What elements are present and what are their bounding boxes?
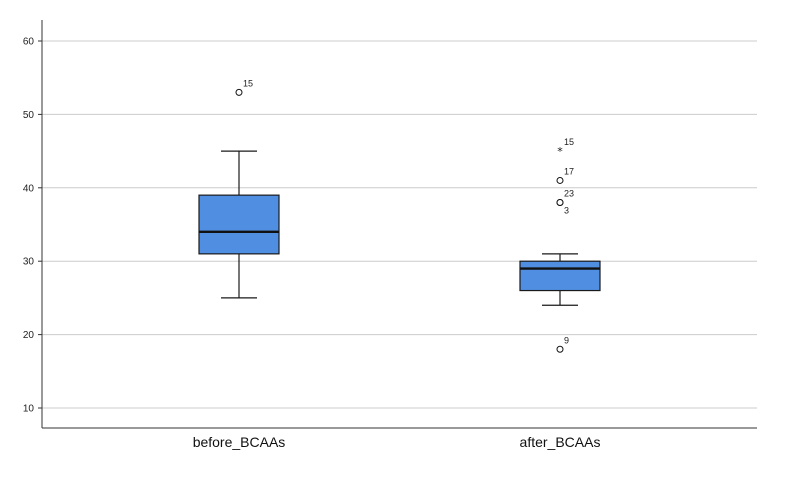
outlier-label: 3 (564, 205, 569, 215)
outlier-marker (556, 345, 564, 353)
outlier-label: 9 (564, 335, 569, 345)
category-labels: before_BCAAs after_BCAAs (193, 434, 601, 450)
extreme-outlier-marker: * (557, 145, 563, 158)
x-category-label: before_BCAAs (193, 434, 286, 450)
iqr-box (519, 260, 601, 292)
y-tick-label: 10 (23, 404, 35, 415)
outlier-label: 15 (564, 137, 574, 147)
y-tick-label: 60 (23, 37, 35, 48)
outlier-marker (235, 88, 243, 96)
outlier-marker (556, 198, 564, 206)
grid-lines (42, 40, 757, 409)
y-tick-labels: 10 20 30 40 50 60 (23, 37, 42, 415)
y-tick-label: 50 (23, 110, 35, 121)
y-tick-label: 40 (23, 183, 35, 194)
axes (41, 20, 757, 429)
outlier-label: 15 (243, 78, 253, 88)
box-before_BCAAs: 15 (198, 78, 280, 299)
outlier-label: 17 (564, 166, 574, 176)
outlier-marker (556, 176, 564, 184)
x-category-label: after_BCAAs (520, 434, 601, 450)
y-tick-label: 20 (23, 330, 35, 341)
outlier-label: 23 (564, 188, 574, 198)
iqr-box (198, 194, 280, 255)
y-tick-label: 30 (23, 257, 35, 268)
box-after_BCAAs: *15 17 23 3 9 (519, 137, 601, 353)
